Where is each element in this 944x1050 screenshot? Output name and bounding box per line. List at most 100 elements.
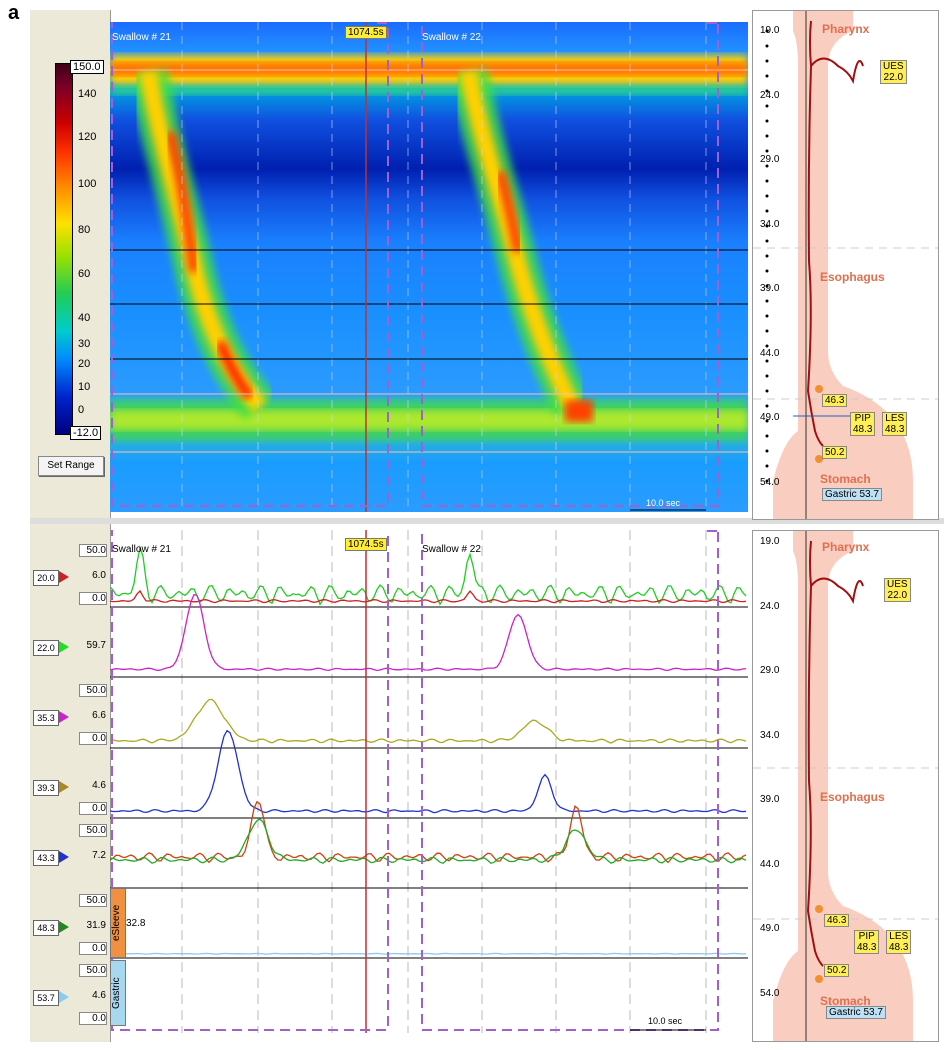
- label-stomach-top: Stomach: [820, 472, 871, 486]
- channel-scale-top: 50.0: [79, 544, 107, 557]
- channel-position: 22.0: [33, 640, 59, 656]
- pressure-trace-line: [109, 818, 747, 865]
- colorbar-max[interactable]: 150.0: [70, 60, 104, 74]
- depth-tick-label: 39.0: [760, 283, 780, 294]
- channel-arrow-icon: [59, 781, 69, 793]
- channel-sensor-6[interactable]: 53.7: [33, 990, 79, 1006]
- channel-arrow-icon: [59, 991, 69, 1003]
- pip-value: 48.3: [857, 942, 877, 953]
- channel-scale-top: 50.0: [79, 684, 107, 697]
- marker-46-bottom: 46.3: [824, 914, 850, 927]
- channel-value: 4.6: [92, 780, 106, 791]
- channel-scale-bottom: 0.0: [79, 802, 107, 815]
- channel-sensor-4[interactable]: 43.3: [33, 850, 79, 866]
- channel-sensor-0[interactable]: 20.0: [33, 570, 79, 586]
- pressure-trace-line: [109, 545, 747, 606]
- channel-position: 53.7: [33, 990, 59, 1006]
- channel-scale-bottom: 0.0: [79, 592, 107, 605]
- depth-tick-label: 24.0: [760, 600, 780, 612]
- pip-name: PIP: [858, 931, 875, 942]
- gastric-label-bottom: Gastric 53.7: [826, 1006, 886, 1019]
- les-value: 48.3: [889, 942, 909, 953]
- channel-value: 6.6: [92, 710, 106, 721]
- marker-46-top: 46.3: [822, 394, 848, 407]
- channel-arrow-icon: [59, 571, 69, 583]
- heatmap-time-scale: 10.0 sec: [646, 498, 681, 508]
- traces-swallow-22-label: Swallow # 22: [422, 544, 481, 555]
- label-esophagus-bottom: Esophagus: [820, 790, 885, 804]
- colorbar-tick-label: 20: [78, 358, 91, 370]
- channel-sensor-3[interactable]: 39.3: [33, 780, 79, 796]
- channel-scale-bottom: 0.0: [79, 732, 107, 745]
- marker-50-top: 50.2: [822, 446, 848, 459]
- pressure-colorbar: [55, 63, 73, 435]
- depth-tick-label: 24.0: [760, 89, 780, 101]
- gastric-tab[interactable]: Gastric: [110, 960, 126, 1026]
- depth-tick-label: 29.0: [760, 154, 780, 165]
- colorbar-tick-label: 100: [78, 178, 97, 190]
- les-value: 48.3: [885, 424, 905, 435]
- colorbar-tick-label: 40: [78, 312, 91, 324]
- channel-position: 35.3: [33, 710, 59, 726]
- anatomy-panel-top: [752, 10, 939, 520]
- heatmap-time-cursor-label[interactable]: 1074.5s: [345, 26, 387, 39]
- ues-label-top[interactable]: UES 22.0: [880, 60, 907, 84]
- les-name: LES: [885, 413, 905, 424]
- panel-label: a: [8, 2, 20, 24]
- pane-splitter[interactable]: [30, 518, 944, 524]
- traces-time-cursor-label[interactable]: 1074.5s: [345, 538, 387, 551]
- pip-label-bottom[interactable]: PIP 48.3: [854, 930, 880, 954]
- depth-tick-label: 19.0: [760, 536, 780, 547]
- channel-value: 6.0: [92, 570, 106, 581]
- channel-value: 7.2: [92, 850, 106, 861]
- heatmap-swallow-21-label: Swallow # 21: [112, 32, 171, 43]
- traces-time-scale: 10.0 sec: [648, 1016, 683, 1026]
- channel-position: 48.3: [33, 920, 59, 936]
- colorbar-tick-label: 140: [78, 88, 97, 100]
- colorbar-tick-label: 80: [78, 224, 91, 236]
- depth-tick-label: 54.0: [760, 476, 780, 488]
- esleeve-tab[interactable]: eSleeve: [110, 888, 126, 958]
- anatomy-panel-bottom: [752, 530, 939, 1042]
- les-label-top[interactable]: LES 48.3: [882, 412, 908, 436]
- depth-tick-label: 34.0: [760, 729, 780, 741]
- channel-scale-top: 50.0: [79, 824, 107, 837]
- ues-value: 22.0: [883, 72, 904, 83]
- pip-label-top[interactable]: PIP 48.3: [850, 412, 876, 436]
- ues-value: 22.0: [887, 590, 908, 601]
- pressure-trace-line: [109, 800, 747, 864]
- channel-scale-top: 50.0: [79, 894, 107, 907]
- esleeve-value: 32.8: [126, 918, 146, 929]
- pressure-trace-line: [109, 593, 747, 672]
- depth-tick-label: 29.0: [760, 665, 780, 676]
- channel-value: 59.7: [86, 640, 106, 651]
- label-pharynx-bottom: Pharynx: [822, 540, 870, 554]
- pressure-topography-heatmap: [110, 22, 748, 512]
- depth-tick-label: 39.0: [760, 794, 780, 805]
- pressure-trace-line: [109, 952, 747, 955]
- depth-tick-label: 44.0: [760, 347, 780, 359]
- les-label-bottom[interactable]: LES 48.3: [886, 930, 912, 954]
- set-range-button[interactable]: Set Range: [38, 456, 104, 476]
- pip-name: PIP: [854, 413, 871, 424]
- channel-sensor-1[interactable]: 22.0: [33, 640, 79, 656]
- pressure-trace-line: [109, 729, 747, 814]
- ues-name: UES: [883, 61, 904, 72]
- colorbar-min[interactable]: -12.0: [70, 426, 102, 440]
- channel-sensor-5[interactable]: 48.3: [33, 920, 79, 936]
- traces-swallow-21-label: Swallow # 21: [112, 544, 171, 555]
- gastric-label-top: Gastric 53.7: [822, 488, 882, 501]
- marker-50-bottom: 50.2: [824, 964, 850, 977]
- colorbar-tick-label: 0: [78, 404, 85, 416]
- ues-name: UES: [887, 579, 908, 590]
- channel-value: 4.6: [92, 990, 106, 1001]
- channel-position: 43.3: [33, 850, 59, 866]
- channel-scale-top: 50.0: [79, 964, 107, 977]
- ues-label-bottom[interactable]: UES 22.0: [884, 578, 911, 602]
- channel-sensor-2[interactable]: 35.3: [33, 710, 79, 726]
- channel-position: 39.3: [33, 780, 59, 796]
- colorbar-tick-label: 10: [78, 381, 91, 393]
- pressure-trace-line: [109, 698, 747, 744]
- channel-position: 20.0: [33, 570, 59, 586]
- channel-arrow-icon: [59, 921, 69, 933]
